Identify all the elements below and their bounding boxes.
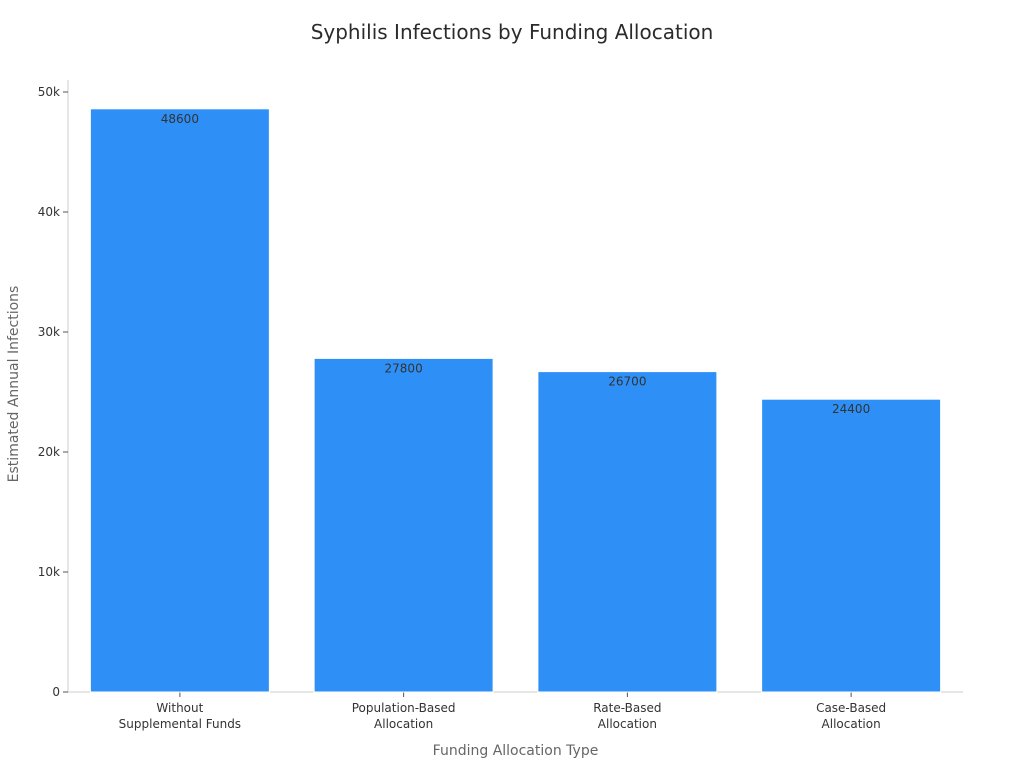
bar-value-label: 48600 [161,112,199,126]
chart-title: Syphilis Infections by Funding Allocatio… [310,20,714,44]
y-tick-label: 50k [38,85,60,99]
x-tick-label-line: Population-Based [352,701,456,715]
x-tick-label-line: Supplemental Funds [119,717,241,731]
x-tick-label: Without Supplemental Funds [119,701,241,731]
x-tick-label-line: Rate-Based [593,701,661,715]
x-tick-label: Case-Based Allocation [816,701,886,731]
bar [537,371,718,693]
y-axis-title: Estimated Annual Infections [6,286,22,483]
x-tick-label-line: Allocation [598,717,657,731]
y-tick-label: 10k [38,565,60,579]
x-tick-label: Rate-Based Allocation [593,701,661,731]
bars-layer [89,108,942,693]
y-tick-label: 0 [52,685,60,699]
y-tick-label: 40k [38,205,60,219]
x-tick-label-line: Case-Based [816,701,886,715]
x-tick-label-line: Without [156,701,203,715]
bar-value-label: 24400 [832,402,870,416]
bar-value-label: 27800 [385,361,423,375]
bar [313,357,494,693]
x-tick-label-line: Allocation [822,717,881,731]
bar [761,398,942,693]
x-axis-title: Funding Allocation Type [433,743,599,759]
bar [89,108,270,693]
x-tick-label-line: Allocation [374,717,433,731]
y-tick-label: 30k [38,325,60,339]
y-tick-label: 20k [38,445,60,459]
bar-value-label: 26700 [608,375,646,389]
x-tick-label: Population-Based Allocation [352,701,456,731]
labels-layer: 48600 Without Supplemental Funds 27800 Popul… [119,112,887,731]
